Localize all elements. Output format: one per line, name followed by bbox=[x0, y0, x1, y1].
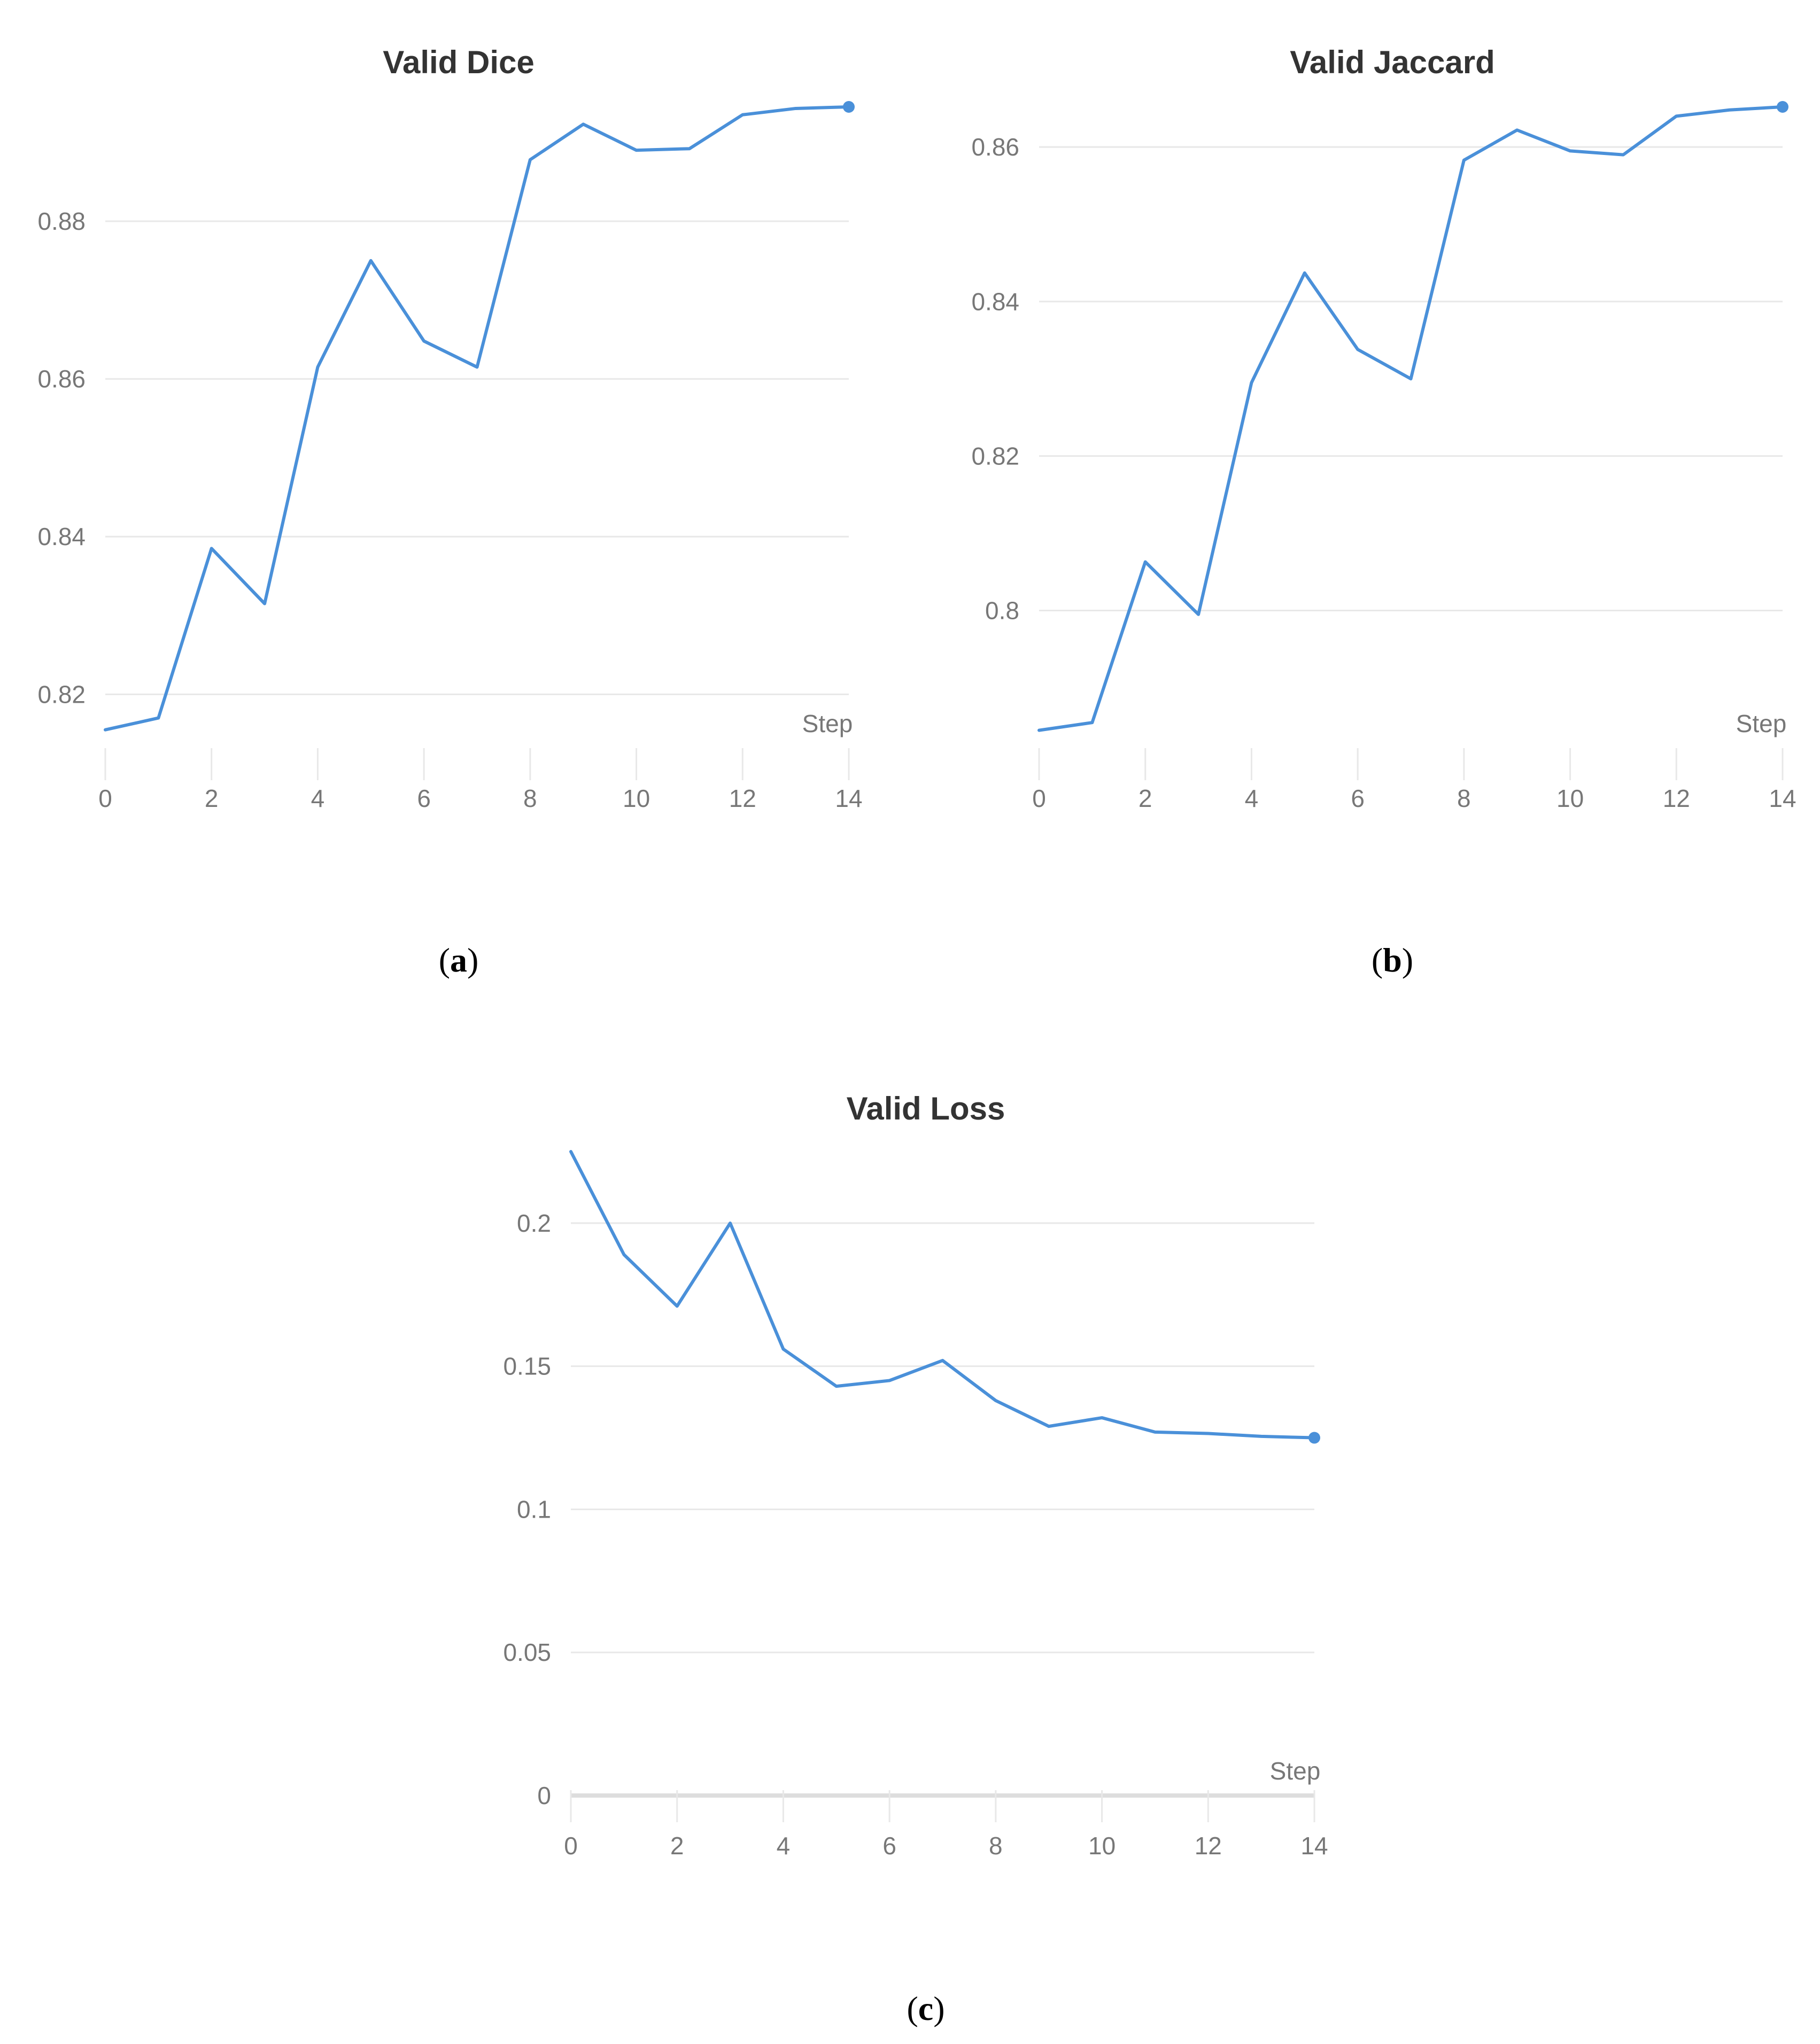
x-axis-label: Step bbox=[1270, 1757, 1321, 1785]
chart-title: Valid Dice bbox=[383, 44, 534, 80]
x-tick-label: 12 bbox=[729, 784, 756, 812]
y-tick-label: 0.82 bbox=[37, 680, 86, 708]
x-axis-label: Step bbox=[1736, 710, 1787, 737]
x-tick-label: 8 bbox=[523, 784, 537, 812]
x-tick-label: 2 bbox=[205, 784, 219, 812]
panel-c: Valid Loss 0 0.05 0.1 0.15 0.2 0 2 4 6 8 10 12 14 St… bbox=[503, 1091, 1328, 1860]
x-tick-label: 4 bbox=[311, 784, 325, 812]
y-tick-label: 0.86 bbox=[37, 365, 86, 393]
series-line bbox=[104, 105, 850, 732]
series-end-marker bbox=[1308, 1432, 1320, 1444]
x-tick-label: 0 bbox=[1032, 784, 1046, 812]
x-tick-label: 12 bbox=[1663, 784, 1690, 812]
plot-area: 0 0.05 0.1 0.15 0.2 0 2 4 6 8 10 12 14 bbox=[503, 1150, 1328, 1860]
x-tick-label: 4 bbox=[777, 1832, 791, 1860]
caption-a: (a) bbox=[439, 941, 479, 979]
y-tick-label: 0.1 bbox=[517, 1495, 551, 1523]
x-tick-label: 14 bbox=[1769, 784, 1796, 812]
plot-area: 0.82 0.84 0.86 0.88 0 2 4 6 8 10 12 14 bbox=[37, 101, 863, 812]
x-tick-label: 14 bbox=[1300, 1832, 1328, 1860]
x-tick-label: 10 bbox=[623, 784, 650, 812]
x-tick-label: 6 bbox=[882, 1832, 896, 1860]
x-tick-label: 10 bbox=[1556, 784, 1584, 812]
x-tick-label: 10 bbox=[1088, 1832, 1116, 1860]
x-tick-label: 6 bbox=[1351, 784, 1365, 812]
x-tick-label: 8 bbox=[989, 1832, 1003, 1860]
y-tick-label: 0.2 bbox=[517, 1209, 551, 1237]
series-end-marker bbox=[843, 101, 855, 113]
y-tick-label: 0.82 bbox=[971, 442, 1019, 470]
x-tick-label: 8 bbox=[1457, 784, 1471, 812]
panel-b: Valid Jaccard 0.8 0.82 0.84 0.86 0 2 4 6 8 10 12 14… bbox=[971, 44, 1796, 812]
x-tick-label: 4 bbox=[1245, 784, 1259, 812]
caption-c: (c) bbox=[907, 1989, 944, 2027]
series-line bbox=[1037, 105, 1784, 732]
y-tick-label: 0.05 bbox=[503, 1638, 551, 1666]
chart-title: Valid Jaccard bbox=[1290, 44, 1495, 80]
y-tick-label: 0.15 bbox=[503, 1353, 551, 1380]
y-tick-label: 0.86 bbox=[971, 133, 1019, 161]
chart-title: Valid Loss bbox=[847, 1091, 1005, 1126]
x-tick-label: 0 bbox=[98, 784, 112, 812]
y-tick-label: 0.84 bbox=[37, 523, 86, 550]
y-tick-label: 0.8 bbox=[985, 597, 1019, 625]
x-tick-label: 2 bbox=[1139, 784, 1152, 812]
y-tick-label: 0.88 bbox=[37, 207, 86, 235]
series-end-marker bbox=[1777, 101, 1788, 113]
x-tick-label: 2 bbox=[670, 1832, 684, 1860]
x-axis-label: Step bbox=[802, 710, 853, 737]
caption-b: (b) bbox=[1372, 941, 1413, 979]
series-line bbox=[569, 1150, 1316, 1440]
x-tick-label: 14 bbox=[835, 784, 862, 812]
y-tick-label: 0.84 bbox=[971, 287, 1019, 315]
y-tick-label: 0 bbox=[537, 1782, 551, 1809]
panel-a: Valid Dice 0.82 0.84 0.86 0.88 0 2 4 6 8 10 12 14 S… bbox=[37, 44, 862, 812]
x-tick-label: 0 bbox=[564, 1832, 578, 1860]
x-tick-label: 12 bbox=[1195, 1832, 1222, 1860]
plot-area: 0.8 0.82 0.84 0.86 0 2 4 6 8 10 12 14 bbox=[971, 101, 1796, 812]
x-tick-label: 6 bbox=[417, 784, 431, 812]
